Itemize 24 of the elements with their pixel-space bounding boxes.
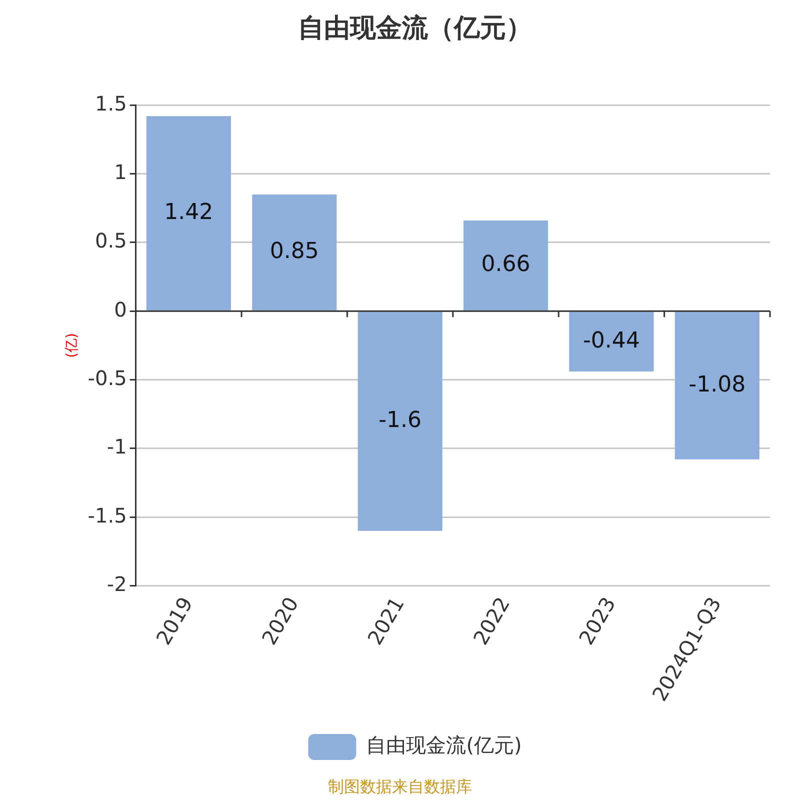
data-label: 0.66 [481, 252, 530, 278]
y-tick-label: 0.5 [95, 228, 127, 253]
y-tick-label: -0.5 [88, 366, 127, 390]
legend-label: 自由现金流(亿元) [366, 733, 522, 758]
bar [463, 220, 548, 310]
data-label: -1.6 [378, 408, 422, 434]
y-axis-title: (亿) [64, 332, 80, 358]
y-tick-label: 1.5 [95, 91, 127, 116]
text: 制图数据来自数据库 [328, 777, 472, 796]
data-label: 1.42 [164, 200, 214, 226]
bar [358, 312, 442, 531]
y-tick-label: -1.5 [88, 503, 127, 528]
bar [569, 312, 654, 372]
data-label: -1.08 [688, 372, 746, 398]
bar [252, 194, 337, 310]
y-tick-label: 0 [114, 297, 127, 322]
bar [146, 116, 231, 310]
data-label: 0.85 [270, 239, 319, 264]
data-label: -0.44 [582, 328, 640, 354]
y-tick-label: -1 [106, 434, 127, 459]
chart-title: 自由现金流（亿元） [298, 13, 532, 44]
y-tick-label: 1 [114, 160, 127, 184]
y-tick-label: -2 [106, 572, 127, 596]
bar [674, 312, 760, 460]
